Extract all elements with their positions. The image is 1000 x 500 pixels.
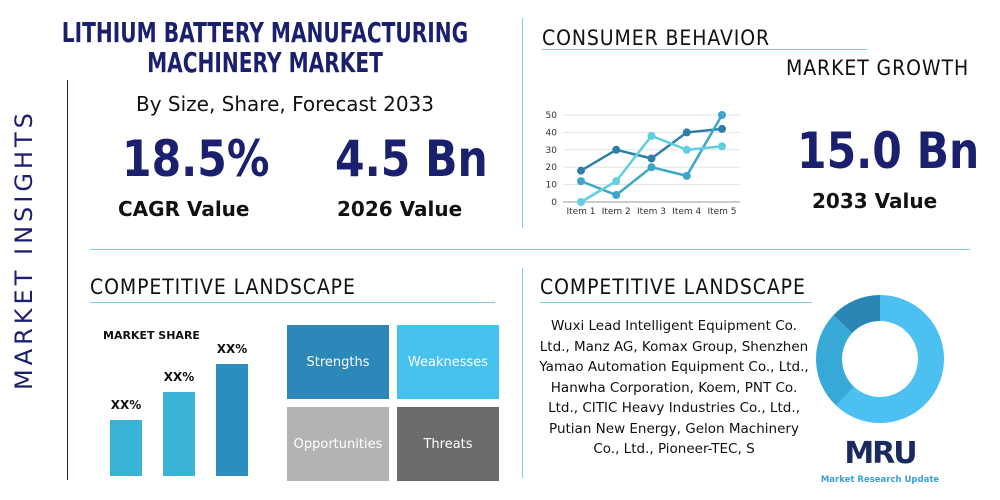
data-point	[718, 124, 726, 133]
page-title: LITHIUM BATTERY MANUFACTURING MACHINERY …	[61, 16, 469, 79]
data-point	[647, 163, 656, 172]
divider	[522, 268, 523, 478]
value-2026: 4.5 Bn	[335, 130, 488, 188]
divider	[90, 249, 970, 250]
x-tick-label: Item 3	[637, 207, 666, 217]
data-point	[647, 154, 656, 163]
cagr-value: 18.5%	[122, 130, 270, 188]
value-2026-label: 2026 Value	[337, 197, 463, 221]
consumer-title: CONSUMER BEHAVIOR	[542, 26, 771, 50]
bar	[216, 364, 248, 476]
competitive-left-title: COMPETITIVE LANDSCAPE	[90, 275, 356, 299]
y-tick-label: 20	[546, 163, 558, 173]
y-tick-label: 0	[551, 198, 557, 208]
data-point	[612, 191, 621, 200]
bar-label: XX%	[216, 342, 248, 356]
donut-chart	[816, 295, 944, 423]
cagr-label: CAGR Value	[118, 197, 250, 221]
y-tick-label: 30	[546, 146, 558, 156]
data-point	[682, 145, 691, 154]
bar	[110, 420, 142, 476]
swot-strengths[interactable]: Strengths	[287, 325, 389, 399]
y-tick-label: 10	[546, 181, 558, 191]
data-point	[718, 142, 726, 151]
data-point	[682, 128, 691, 137]
data-point	[612, 145, 621, 154]
divider	[90, 302, 495, 303]
x-tick-label: Item 1	[566, 207, 595, 217]
x-tick-label: Item 2	[602, 207, 631, 217]
x-tick-label: Item 5	[707, 207, 736, 217]
consumer-subtitle: MARKET GROWTH	[786, 56, 970, 80]
competitor-list: Wuxi Lead Intelligent Equipment Co. Ltd.…	[539, 318, 809, 457]
line-chart: 0 10 20 30 40 50 Item 1 Item 2 Item 3 Item 4 Item …	[546, 111, 740, 217]
competitive-right-title: COMPETITIVE LANDSCAPE	[540, 275, 806, 299]
x-tick-label: Item 4	[672, 207, 701, 217]
data-point	[718, 111, 726, 119]
bar	[163, 392, 195, 476]
logo-name: Market Research Update	[820, 475, 940, 485]
bar-chart: XX% XX% XX%	[100, 340, 270, 476]
value-2033: 15.0 Bn	[797, 122, 980, 180]
swot-opportunities[interactable]: Opportunities	[287, 407, 389, 481]
market-share-title: MARKET SHARE	[103, 329, 200, 342]
bar-label: XX%	[163, 370, 195, 384]
value-2033-label: 2033 Value	[812, 189, 938, 213]
y-tick-label: 40	[546, 128, 558, 138]
divider	[540, 302, 812, 303]
divider	[67, 80, 68, 480]
divider	[542, 49, 867, 50]
swot-grid: Strengths Weaknesses Opportunities Threa…	[287, 325, 499, 481]
donut-slice	[833, 295, 880, 333]
y-tick-label: 50	[546, 111, 558, 121]
data-point	[577, 198, 585, 206]
data-point	[577, 177, 585, 186]
donut-slice	[836, 295, 944, 423]
data-point	[612, 177, 621, 186]
subtitle: By Size, Share, Forecast 2033	[136, 92, 434, 116]
side-label: MARKET INSIGHTS	[10, 109, 38, 390]
data-point	[682, 171, 691, 180]
divider	[522, 18, 523, 228]
logo-mark: MRU	[844, 436, 917, 471]
data-point	[577, 166, 585, 175]
donut-slice	[816, 315, 854, 406]
data-point	[647, 131, 656, 140]
swot-weaknesses[interactable]: Weaknesses	[397, 325, 499, 399]
swot-threats[interactable]: Threats	[397, 407, 499, 481]
bar-label: XX%	[110, 398, 142, 412]
